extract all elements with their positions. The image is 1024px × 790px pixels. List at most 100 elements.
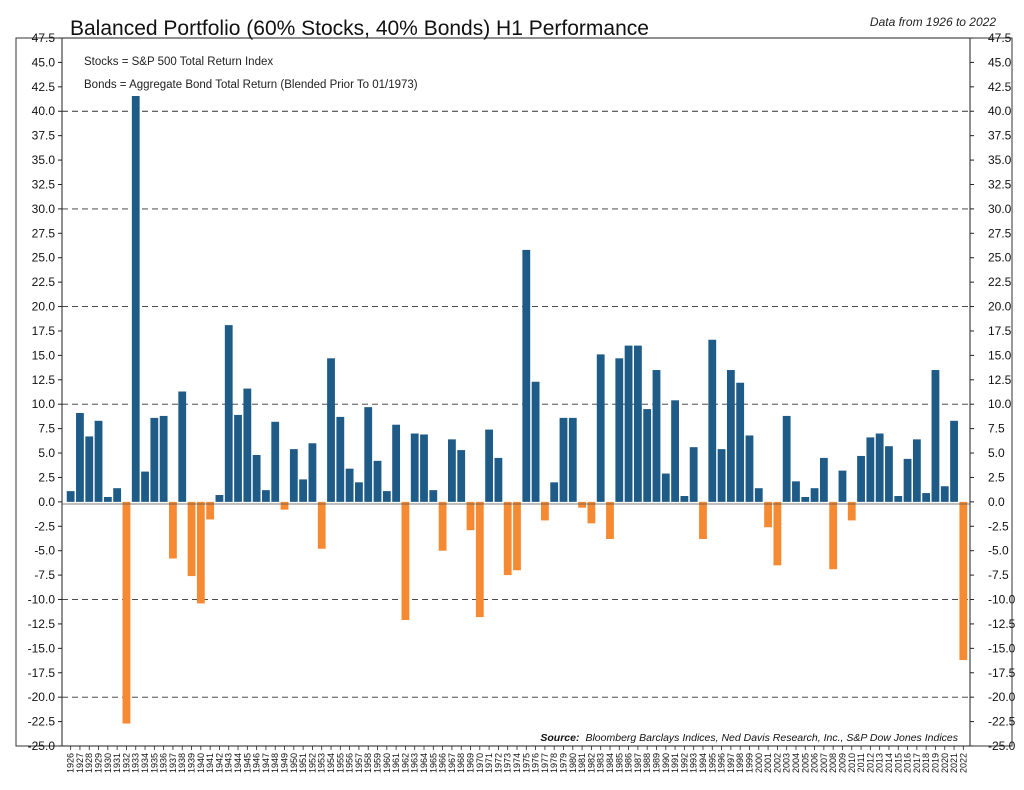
y-tick-label: -2.5: [988, 519, 1009, 533]
bar-1987: [633, 345, 642, 502]
x-tick-label: 1977: [540, 753, 550, 773]
x-tick-label: 1984: [605, 753, 615, 773]
x-tick-label: 1955: [335, 753, 345, 773]
x-tick-label: 1971: [484, 753, 494, 773]
y-tick-label: -2.5: [34, 519, 55, 533]
bar-1944: [234, 414, 242, 502]
x-tick-label: 2007: [819, 753, 829, 773]
bar-2012: [866, 437, 875, 502]
x-tick-label: 1933: [131, 753, 141, 773]
x-tick-label: 1973: [503, 753, 513, 773]
x-tick-label: 1996: [717, 753, 727, 773]
y-tick-label: -25.0: [28, 739, 56, 753]
y-tick-label: 2.5: [38, 470, 55, 484]
x-tick-label: 1998: [735, 753, 745, 773]
x-tick-label: 1939: [187, 753, 197, 773]
bar-1963: [410, 433, 419, 502]
y-tick-label: 20.0: [32, 300, 56, 314]
x-tick-label: 1957: [354, 753, 364, 773]
bar-1929: [94, 420, 103, 502]
y-axis-left: 47.5 45.0 42.5 40.0 37.5 35.0 32.5 30.0 27.5 25.0…: [28, 31, 62, 753]
y-tick-label: 12.5: [988, 373, 1012, 387]
y-tick-label: 45.0: [32, 55, 56, 69]
bar-1948: [271, 421, 280, 502]
bar-2009: [838, 470, 847, 502]
y-tick-label: 42.5: [988, 80, 1012, 94]
bar-1941: [206, 501, 215, 520]
y-tick-label: 27.5: [988, 226, 1012, 240]
x-tick-label: 2000: [754, 753, 764, 773]
y-tick-label: -12.5: [28, 617, 56, 631]
bar-1996: [717, 449, 726, 502]
bar-1934: [141, 471, 149, 502]
y-tick-label: -17.5: [28, 666, 56, 680]
y-tick-label: 10.0: [32, 397, 56, 411]
bar-1965: [429, 490, 438, 502]
x-tick-label: 1967: [447, 753, 457, 773]
x-tick-label: 1997: [726, 753, 736, 773]
x-tick-label: 2010: [847, 753, 857, 773]
x-tick-label: 2004: [791, 753, 801, 773]
bar-1964: [420, 434, 428, 502]
x-tick-label: 2016: [903, 753, 913, 773]
x-tick-label: 2022: [958, 753, 968, 773]
x-tick-label: 2002: [772, 753, 782, 773]
x-tick-label: 1986: [624, 753, 634, 773]
bar-1935: [150, 417, 159, 502]
y-tick-label: -5.0: [988, 544, 1009, 558]
x-tick-label: 1946: [252, 753, 262, 773]
y-tick-label: 37.5: [988, 129, 1012, 143]
x-tick-label: 1945: [242, 753, 252, 773]
x-tick-label: 2013: [875, 753, 885, 773]
bar-1939: [187, 501, 196, 577]
bar-1988: [643, 409, 652, 502]
bar-1975: [522, 249, 531, 502]
bar-1952: [308, 443, 317, 502]
y-tick-label: -10.0: [988, 593, 1016, 607]
bar-2021: [950, 420, 958, 502]
x-tick-label: 1972: [493, 753, 503, 773]
x-tick-label: 1980: [568, 753, 578, 773]
bar-1995: [708, 339, 717, 502]
x-tick-label: 1985: [614, 753, 624, 773]
y-tick-label: 0.0: [38, 495, 55, 509]
bar-2019: [931, 370, 940, 502]
x-tick-label: 2006: [810, 753, 820, 773]
y-tick-label: 5.0: [38, 446, 55, 460]
x-tick-label: 1959: [373, 753, 383, 773]
bar-1982: [587, 501, 596, 524]
bar-2018: [922, 493, 931, 502]
x-tick-label: 1950: [289, 753, 299, 773]
bar-1992: [680, 496, 689, 502]
y-tick-label: 20.0: [988, 300, 1012, 314]
x-tick-label: 1962: [400, 753, 410, 773]
bar-1978: [550, 482, 559, 502]
x-tick-label: 1931: [112, 753, 122, 773]
x-tick-label: 1942: [214, 753, 224, 773]
x-tick-label: 1926: [66, 753, 76, 773]
x-tick-label: 1994: [698, 753, 708, 773]
bar-1981: [578, 501, 586, 508]
x-tick-label: 1944: [233, 753, 243, 773]
x-tick-label: 1947: [261, 753, 271, 773]
x-tick-label: 2017: [912, 753, 922, 773]
y-tick-label: 5.0: [988, 446, 1005, 460]
bar-1994: [699, 501, 707, 539]
x-tick-label: 1978: [549, 753, 559, 773]
bar-2020: [940, 486, 949, 502]
notes-box: [68, 44, 488, 96]
x-tick-label: 1930: [103, 753, 113, 773]
y-tick-label: 35.0: [988, 153, 1012, 167]
y-tick-label: 42.5: [32, 80, 56, 94]
bar-1998: [736, 382, 745, 502]
x-tick-label: 2003: [782, 753, 792, 773]
y-tick-label: 40.0: [32, 104, 56, 118]
bar-1955: [336, 416, 345, 502]
bar-1956: [345, 468, 354, 502]
x-tick-label: 2011: [856, 753, 866, 772]
bar-1947: [262, 490, 270, 502]
source-note: Source: Bloomberg Barclays Indices, Ned D…: [540, 732, 958, 744]
y-tick-label: 15.0: [32, 348, 56, 362]
bar-1976: [531, 381, 540, 502]
